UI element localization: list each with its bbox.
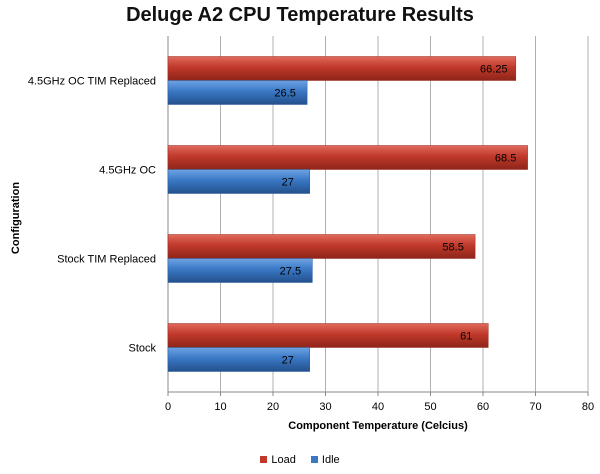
category-label-stock-tim-replaced: Stock TIM Replaced — [57, 254, 156, 266]
bar-load-4-5ghz-oc-tim-replaced — [167, 56, 517, 81]
legend-label-idle: Idle — [321, 454, 340, 466]
data-label-load-stock: 61 — [460, 331, 472, 343]
legend-swatch-load — [260, 456, 268, 463]
legend-item-idle: Idle — [310, 454, 340, 466]
data-label-idle-stock-tim-replaced: 27.5 — [280, 266, 301, 278]
x-tick-label: 20 — [267, 401, 279, 413]
x-tick-label: 40 — [372, 401, 384, 413]
legend-label-load: Load — [271, 454, 296, 466]
x-tick-label: 70 — [529, 401, 541, 413]
bar-load-stock — [167, 323, 489, 348]
x-tick-label: 10 — [214, 401, 226, 413]
legend-swatch-idle — [310, 456, 318, 463]
x-axis-label: Component Temperature (Celcius) — [288, 420, 468, 432]
data-label-idle-4-5ghz-oc-tim-replaced: 26.5 — [274, 88, 295, 100]
category-label-4-5ghz-oc: 4.5GHz OC — [99, 165, 156, 177]
legend-item-load: Load — [260, 454, 296, 466]
x-tick-label: 0 — [165, 401, 171, 413]
bar-idle-stock — [167, 347, 310, 372]
bar-idle-4-5ghz-oc — [167, 169, 310, 194]
data-label-idle-4-5ghz-oc: 27 — [282, 177, 294, 189]
bar-idle-stock-tim-replaced — [167, 258, 313, 283]
category-label-stock: Stock — [128, 343, 156, 355]
x-tick-label: 50 — [424, 401, 436, 413]
bar-idle-4-5ghz-oc-tim-replaced — [167, 80, 308, 105]
bar-load-stock-tim-replaced — [167, 234, 476, 259]
data-label-load-stock-tim-replaced: 58.5 — [442, 242, 463, 254]
x-tick-label: 80 — [582, 401, 594, 413]
x-tick-label: 30 — [319, 401, 331, 413]
category-label-4-5ghz-oc-tim-replaced: 4.5GHz OC TIM Replaced — [28, 76, 156, 88]
data-label-load-4-5ghz-oc-tim-replaced: 66.25 — [480, 64, 508, 76]
chart-title: Deluge A2 CPU Temperature Results — [126, 4, 474, 26]
bar-load-4-5ghz-oc — [167, 145, 528, 170]
legend: Load Idle — [0, 454, 600, 466]
data-label-load-4-5ghz-oc: 68.5 — [495, 153, 516, 165]
data-label-idle-stock: 27 — [282, 355, 294, 367]
x-tick-label: 60 — [477, 401, 489, 413]
